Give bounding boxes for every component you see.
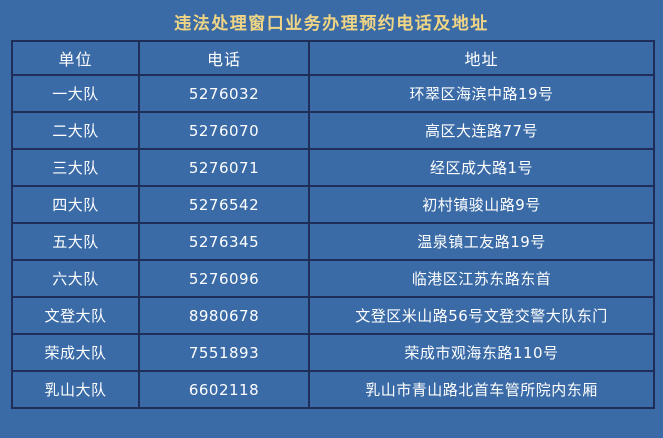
cell-address: 环翠区海滨中路19号 [308, 74, 655, 113]
cell-unit: 一大队 [11, 74, 140, 113]
cell-phone: 5276070 [138, 111, 310, 150]
cell-unit: 四大队 [11, 185, 140, 224]
cell-unit: 二大队 [11, 111, 140, 150]
table-row: 四大队 5276542 初村镇骏山路9号 [11, 185, 655, 224]
table-row: 文登大队 8980678 文登区米山路56号文登交警大队东门 [11, 296, 655, 335]
table-row: 乳山大队 6602118 乳山市青山路北首车管所院内东厢 [11, 370, 655, 409]
table-body: 一大队 5276032 环翠区海滨中路19号 二大队 5276070 高区大连路77号 三大… [11, 74, 655, 409]
cell-address: 经区成大路1号 [308, 148, 655, 187]
cell-address: 文登区米山路56号文登交警大队东门 [308, 296, 655, 335]
table-row: 一大队 5276032 环翠区海滨中路19号 [11, 74, 655, 113]
table-row: 二大队 5276070 高区大连路77号 [11, 111, 655, 150]
cell-unit: 六大队 [11, 259, 140, 298]
header-phone: 电话 [138, 40, 310, 76]
cell-phone: 5276542 [138, 185, 310, 224]
table-row: 六大队 5276096 临港区江苏东路东首 [11, 259, 655, 298]
cell-unit: 荣成大队 [11, 333, 140, 372]
cell-phone: 5276071 [138, 148, 310, 187]
cell-address: 温泉镇工友路19号 [308, 222, 655, 261]
cell-phone: 7551893 [138, 333, 310, 372]
cell-address: 临港区江苏东路东首 [308, 259, 655, 298]
cell-phone: 8980678 [138, 296, 310, 335]
header-unit: 单位 [11, 40, 140, 76]
cell-unit: 乳山大队 [11, 370, 140, 409]
table-row: 五大队 5276345 温泉镇工友路19号 [11, 222, 655, 261]
table-row: 三大队 5276071 经区成大路1号 [11, 148, 655, 187]
cell-address: 荣成市观海东路110号 [308, 333, 655, 372]
cell-unit: 文登大队 [11, 296, 140, 335]
cell-address: 乳山市青山路北首车管所院内东厢 [308, 370, 655, 409]
header-row: 单位 电话 地址 [11, 40, 655, 76]
contact-table: 单位 电话 地址 一大队 5276032 环翠区海滨中路19号 二大队 5276070 高… [11, 40, 655, 409]
cell-phone: 5276096 [138, 259, 310, 298]
cell-phone: 5276345 [138, 222, 310, 261]
cell-address: 初村镇骏山路9号 [308, 185, 655, 224]
cell-address: 高区大连路77号 [308, 111, 655, 150]
cell-unit: 五大队 [11, 222, 140, 261]
header-address: 地址 [308, 40, 655, 76]
cell-phone: 6602118 [138, 370, 310, 409]
page-title: 违法处理窗口业务办理预约电话及地址 [174, 14, 489, 34]
cell-unit: 三大队 [11, 148, 140, 187]
table-row: 荣成大队 7551893 荣成市观海东路110号 [11, 333, 655, 372]
cell-phone: 5276032 [138, 74, 310, 113]
